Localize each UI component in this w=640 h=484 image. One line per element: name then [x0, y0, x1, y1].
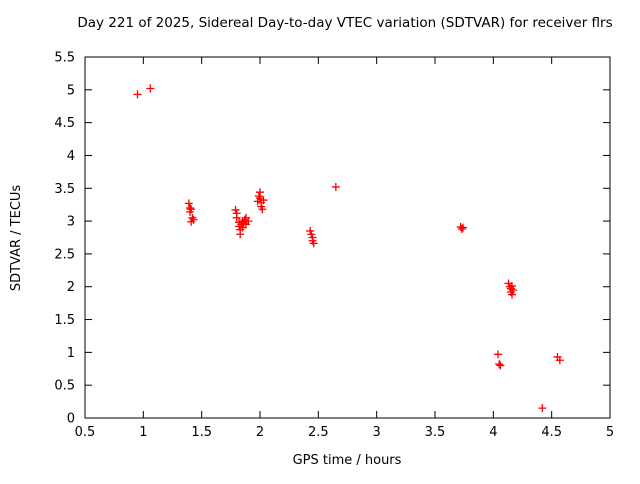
- data-point-marker: [457, 224, 466, 233]
- x-tick-label: 2.5: [308, 425, 329, 440]
- data-point-marker: [509, 286, 518, 295]
- x-axis-label: GPS time / hours: [293, 453, 402, 468]
- data-point-marker: [236, 230, 245, 239]
- data-point-marker: [331, 182, 340, 191]
- x-tick-label: 4: [489, 425, 497, 440]
- data-point-marker: [244, 217, 253, 226]
- x-tick-label: 3: [373, 425, 381, 440]
- data-point-marker: [309, 239, 318, 248]
- data-point-marker: [496, 361, 505, 370]
- y-tick-label: 5: [67, 83, 75, 98]
- axis-tick-labels: 0.5 1 1.5 2 2.5 3 3.5 4 4.5 500.511.522.533.544.5…: [54, 51, 614, 441]
- y-tick-label: 3.5: [54, 182, 75, 197]
- y-tick-label: 2: [67, 280, 75, 295]
- chart-title: Day 221 of 2025, Sidereal Day-to-day VTE…: [77, 15, 612, 31]
- y-tick-label: 3: [67, 215, 75, 230]
- y-tick-label: 1.5: [54, 313, 75, 328]
- data-point-marker: [508, 282, 516, 291]
- data-point-marker: [259, 196, 268, 205]
- data-point-marker: [256, 194, 264, 203]
- y-tick-label: 4: [67, 149, 75, 164]
- data-point-marker: [495, 360, 504, 369]
- x-tick-label: 1: [139, 425, 147, 440]
- data-point-marker: [184, 199, 193, 208]
- data-point-marker: [258, 205, 267, 214]
- data-point-marker: [494, 350, 502, 359]
- data-point-marker: [187, 205, 196, 214]
- axis-ticks: [84, 56, 611, 419]
- y-tick-label: 1: [67, 346, 75, 361]
- y-tick-label: 5.5: [54, 51, 75, 66]
- x-tick-label: 3.5: [425, 425, 446, 440]
- data-point-marker: [538, 404, 547, 413]
- data-point-marker: [459, 223, 467, 232]
- y-tick-label: 4.5: [54, 116, 75, 131]
- y-tick-label: 2.5: [54, 247, 75, 262]
- x-tick-label: 0.5: [75, 425, 96, 440]
- x-tick-label: 4.5: [541, 425, 562, 440]
- x-tick-label: 5: [606, 425, 614, 440]
- y-tick-label: 0: [67, 412, 75, 427]
- data-point-marker: [189, 215, 198, 224]
- data-point-marker: [508, 290, 516, 299]
- data-point-marker: [133, 90, 142, 99]
- data-point-marker: [555, 356, 564, 365]
- plot-frame: [84, 56, 611, 419]
- data-point-marker: [146, 84, 155, 93]
- data-point-marker: [240, 215, 249, 224]
- data-points: [133, 84, 564, 413]
- data-point-marker: [254, 192, 263, 201]
- y-tick-label: 0.5: [54, 379, 75, 394]
- data-point-marker: [232, 213, 241, 222]
- x-tick-label: 1.5: [191, 425, 212, 440]
- y-axis-label: SDTVAR / TECUs: [9, 185, 24, 292]
- x-tick-label: 2: [256, 425, 264, 440]
- data-point-marker: [188, 213, 197, 222]
